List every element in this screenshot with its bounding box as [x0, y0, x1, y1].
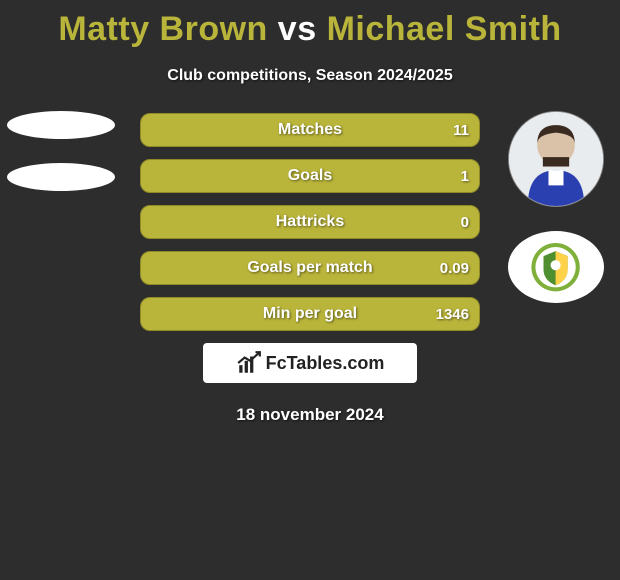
chart-growth-icon	[236, 350, 262, 376]
vs-text: vs	[278, 10, 317, 48]
player1-badge-placeholder	[7, 163, 115, 191]
player2-name: Michael Smith	[327, 10, 562, 48]
content-area: Matches11 Goals1 Hattricks0 Goals per match…	[0, 113, 620, 425]
person-icon	[509, 112, 603, 206]
stat-label: Min per goal	[141, 305, 479, 323]
fctables-logo[interactable]: FcTables.com	[203, 343, 417, 383]
logo-text: FcTables.com	[266, 353, 385, 374]
stat-label: Goals	[141, 167, 479, 185]
shield-icon	[522, 242, 589, 292]
stat-label: Matches	[141, 121, 479, 139]
snapshot-date: 18 november 2024	[0, 405, 620, 425]
stat-row-min-per-goal: Min per goal1346	[140, 297, 480, 331]
stat-right-value: 1	[461, 168, 469, 185]
stat-right-value: 0	[461, 214, 469, 231]
left-player-column	[6, 111, 116, 215]
stat-right-value: 0.09	[440, 260, 469, 277]
stat-label: Goals per match	[141, 259, 479, 277]
right-player-column	[506, 111, 606, 303]
subtitle: Club competitions, Season 2024/2025	[0, 67, 620, 85]
player1-avatar-placeholder	[7, 111, 115, 139]
stat-row-goals: Goals1	[140, 159, 480, 193]
player1-name: Matty Brown	[58, 10, 268, 48]
comparison-title: Matty Brown vs Michael Smith	[0, 0, 620, 49]
stat-right-value: 1346	[436, 306, 469, 323]
stat-right-value: 11	[453, 122, 469, 139]
stats-bars: Matches11 Goals1 Hattricks0 Goals per match…	[140, 113, 480, 331]
stat-label: Hattricks	[141, 213, 479, 231]
player2-avatar	[508, 111, 604, 207]
player2-club-badge	[508, 231, 604, 303]
stat-row-hattricks: Hattricks0	[140, 205, 480, 239]
stat-row-matches: Matches11	[140, 113, 480, 147]
stat-row-goals-per-match: Goals per match0.09	[140, 251, 480, 285]
